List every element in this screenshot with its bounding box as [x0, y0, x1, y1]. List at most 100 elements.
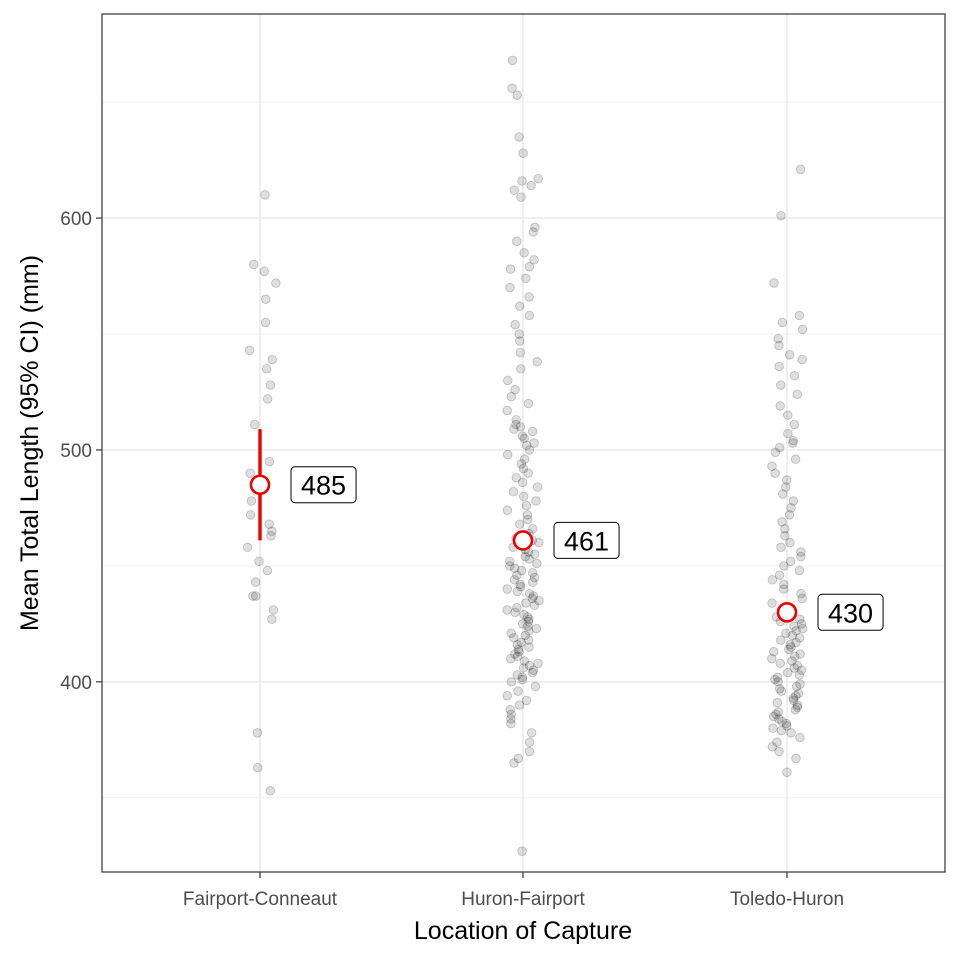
- data-point: [252, 728, 263, 738]
- data-point: [259, 266, 269, 277]
- data-point: [796, 589, 806, 599]
- data-point: [512, 570, 522, 580]
- data-point: [776, 725, 787, 736]
- data-point: [507, 83, 517, 93]
- data-point: [517, 477, 528, 488]
- data-point: [515, 336, 525, 346]
- data-point: [794, 670, 805, 680]
- data-point: [777, 489, 788, 499]
- data-point: [528, 426, 538, 437]
- data-point: [253, 762, 263, 773]
- data-point: [518, 148, 528, 158]
- data-point: [515, 579, 525, 590]
- data-point: [529, 572, 540, 583]
- data-point: [245, 510, 256, 520]
- data-point: [523, 635, 534, 645]
- data-point: [265, 380, 276, 390]
- mean-label-box: [553, 521, 620, 559]
- data-point: [517, 672, 527, 682]
- data-point: [524, 292, 534, 302]
- data-point: [516, 637, 526, 648]
- data-point: [523, 514, 533, 525]
- data-point: [784, 350, 795, 360]
- data-point: [527, 593, 538, 604]
- data-point: [791, 626, 801, 636]
- data-point: [772, 737, 782, 747]
- data-point: [262, 394, 273, 404]
- data-point: [769, 278, 779, 288]
- data-point: [530, 681, 541, 692]
- data-point: [528, 591, 539, 601]
- data-point: [796, 619, 807, 629]
- data-point: [773, 333, 783, 344]
- data-point: [261, 364, 272, 374]
- data-point: [789, 419, 799, 430]
- data-point: [791, 637, 801, 648]
- data-point: [521, 598, 531, 608]
- data-point: [534, 538, 544, 548]
- data-point: [516, 582, 526, 592]
- data-point: [242, 542, 253, 553]
- data-point: [534, 595, 544, 606]
- data-point: [505, 282, 515, 293]
- data-point: [266, 531, 276, 541]
- data-point: [510, 320, 520, 330]
- data-point: [519, 248, 529, 258]
- data-point: [793, 688, 804, 699]
- data-point: [512, 602, 522, 613]
- data-point: [787, 656, 797, 666]
- data-point: [788, 438, 798, 448]
- data-point: [513, 686, 523, 696]
- data-point: [528, 577, 538, 587]
- y-tick-label: 500: [60, 441, 92, 462]
- data-point: [509, 185, 519, 195]
- data-point: [524, 660, 535, 671]
- data-point: [767, 575, 778, 585]
- axes: 400 500 600 Fairport-Conneaut Huron-Fairport…: [60, 209, 844, 910]
- data-point: [265, 786, 275, 796]
- data-point: [512, 640, 522, 650]
- data-point: [525, 737, 535, 747]
- data-point: [518, 491, 529, 502]
- data-point: [792, 700, 803, 710]
- data-point: [783, 667, 793, 678]
- data-point: [502, 605, 512, 615]
- data-point: [795, 679, 805, 689]
- data-point: [523, 621, 533, 631]
- data-point: [524, 554, 534, 564]
- data-point: [502, 691, 512, 701]
- data-point: [524, 614, 534, 624]
- data-point: [503, 375, 513, 386]
- data-point: [781, 718, 792, 729]
- data-point: [779, 561, 789, 571]
- data-point: [528, 568, 538, 578]
- data-point: [774, 361, 784, 372]
- data-point: [796, 547, 806, 557]
- data-point: [520, 551, 531, 562]
- data-point: [791, 691, 801, 701]
- data-point: [506, 628, 516, 638]
- data-point: [788, 435, 798, 446]
- data-point: [521, 500, 532, 511]
- data-point: [506, 709, 516, 720]
- data-point: [772, 672, 783, 682]
- x-axis-title: Location of Capture: [414, 917, 632, 945]
- data-point: [517, 431, 528, 441]
- data-point: [519, 433, 529, 444]
- data-point: [795, 732, 805, 743]
- data-point: [796, 665, 807, 675]
- data-point: [532, 482, 543, 492]
- data-point: [797, 324, 808, 335]
- data-point: [789, 621, 799, 631]
- data-point: [271, 278, 281, 288]
- data-point: [529, 255, 539, 265]
- data-point: [502, 449, 513, 460]
- data-point: [785, 538, 795, 548]
- data-point: [261, 294, 271, 304]
- data-point: [773, 707, 783, 717]
- data-point: [523, 398, 534, 409]
- data-point: [518, 463, 529, 474]
- data-point: [509, 758, 519, 768]
